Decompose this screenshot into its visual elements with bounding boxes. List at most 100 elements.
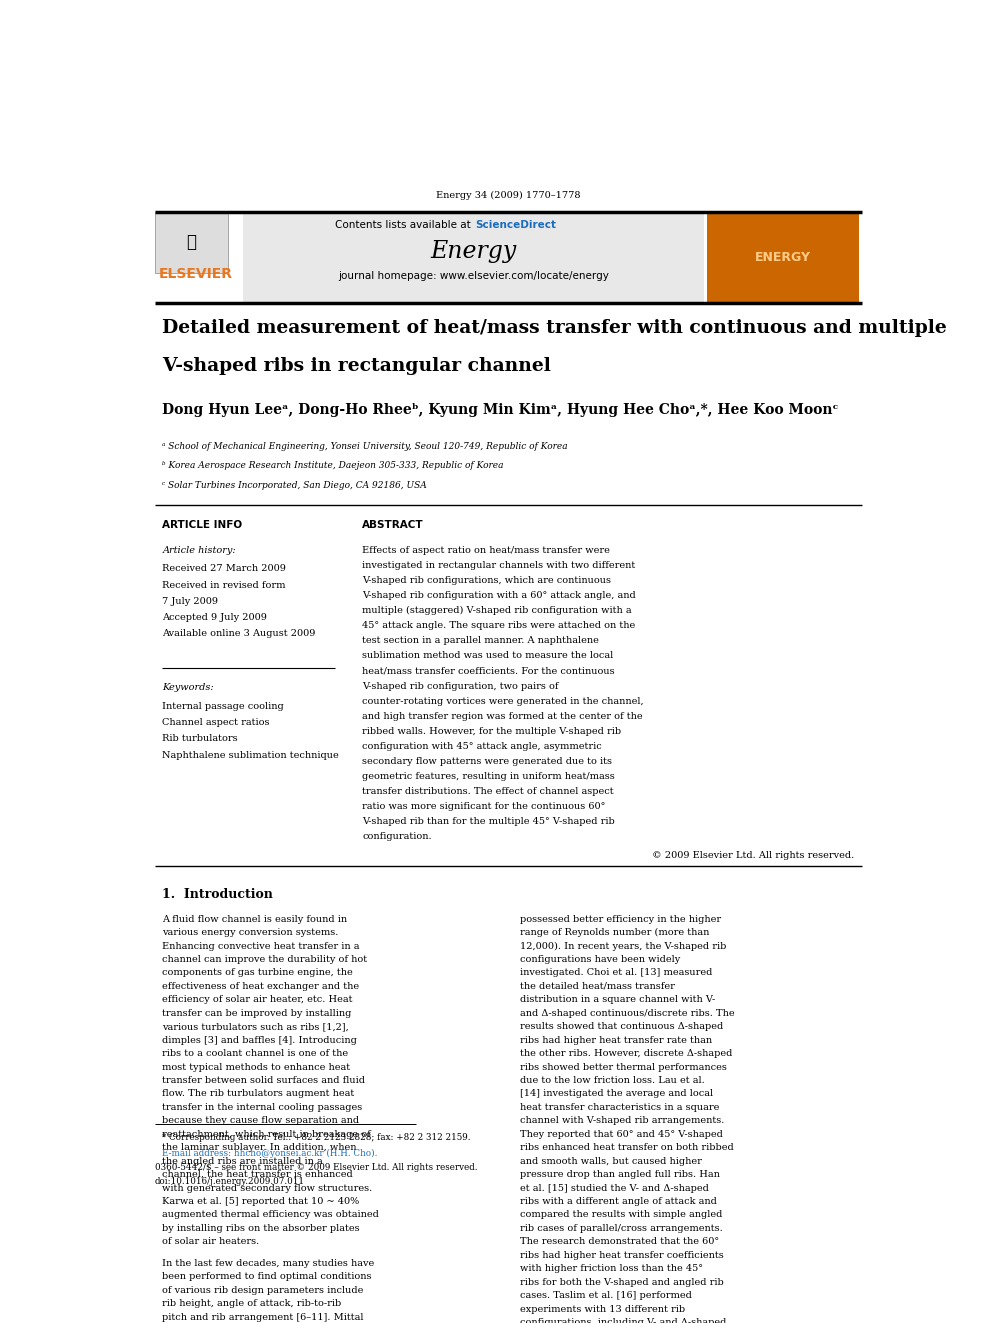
Text: Article history:: Article history: xyxy=(163,546,236,554)
Text: dimples [3] and baffles [4]. Introducing: dimples [3] and baffles [4]. Introducing xyxy=(163,1036,357,1045)
Text: various turbulators such as ribs [1,2],: various turbulators such as ribs [1,2], xyxy=(163,1023,349,1031)
Text: and high transfer region was formed at the center of the: and high transfer region was formed at t… xyxy=(362,712,643,721)
Text: and Δ-shaped continuous/discrete ribs. The: and Δ-shaped continuous/discrete ribs. T… xyxy=(520,1008,734,1017)
Text: ratio was more significant for the continuous 60°: ratio was more significant for the conti… xyxy=(362,802,606,811)
Text: due to the low friction loss. Lau et al.: due to the low friction loss. Lau et al. xyxy=(520,1076,704,1085)
Text: channel can improve the durability of hot: channel can improve the durability of ho… xyxy=(163,955,368,964)
Text: with generated secondary flow structures.: with generated secondary flow structures… xyxy=(163,1184,373,1192)
Text: transfer can be improved by installing: transfer can be improved by installing xyxy=(163,1008,352,1017)
Text: ribs had higher heat transfer coefficients: ribs had higher heat transfer coefficien… xyxy=(520,1250,724,1259)
Text: The research demonstrated that the 60°: The research demonstrated that the 60° xyxy=(520,1237,719,1246)
Text: 0360-5442/$ – see front matter © 2009 Elsevier Ltd. All rights reserved.: 0360-5442/$ – see front matter © 2009 El… xyxy=(155,1163,477,1172)
Text: Energy 34 (2009) 1770–1778: Energy 34 (2009) 1770–1778 xyxy=(436,192,580,201)
Text: most typical methods to enhance heat: most typical methods to enhance heat xyxy=(163,1062,350,1072)
Text: A fluid flow channel is easily found in: A fluid flow channel is easily found in xyxy=(163,914,347,923)
Text: multiple (staggered) V-shaped rib configuration with a: multiple (staggered) V-shaped rib config… xyxy=(362,606,632,615)
Text: ᵇ Korea Aerospace Research Institute, Daejeon 305-333, Republic of Korea: ᵇ Korea Aerospace Research Institute, Da… xyxy=(163,462,504,470)
Text: configurations, including V- and Δ-shaped: configurations, including V- and Δ-shape… xyxy=(520,1318,726,1323)
Text: Naphthalene sublimation technique: Naphthalene sublimation technique xyxy=(163,750,339,759)
Text: Dong Hyun Leeᵃ, Dong-Ho Rheeᵇ, Kyung Min Kimᵃ, Hyung Hee Choᵃ,*, Hee Koo Moonᶜ: Dong Hyun Leeᵃ, Dong-Ho Rheeᵇ, Kyung Min… xyxy=(163,404,839,417)
Text: rib height, angle of attack, rib-to-rib: rib height, angle of attack, rib-to-rib xyxy=(163,1299,341,1308)
Text: et al. [15] studied the V- and Δ-shaped: et al. [15] studied the V- and Δ-shaped xyxy=(520,1184,709,1192)
Text: Contents lists available at: Contents lists available at xyxy=(335,220,474,230)
Text: journal homepage: www.elsevier.com/locate/energy: journal homepage: www.elsevier.com/locat… xyxy=(338,271,609,280)
Text: transfer in the internal cooling passages: transfer in the internal cooling passage… xyxy=(163,1103,363,1111)
Text: the laminar sublayer. In addition, when: the laminar sublayer. In addition, when xyxy=(163,1143,357,1152)
Text: heat transfer characteristics in a square: heat transfer characteristics in a squar… xyxy=(520,1103,719,1111)
Text: ribs with a different angle of attack and: ribs with a different angle of attack an… xyxy=(520,1197,717,1207)
Text: 1.  Introduction: 1. Introduction xyxy=(163,888,274,901)
Text: V-shaped rib configuration with a 60° attack angle, and: V-shaped rib configuration with a 60° at… xyxy=(362,591,636,601)
Text: 45° attack angle. The square ribs were attached on the: 45° attack angle. The square ribs were a… xyxy=(362,622,636,630)
Text: ribs showed better thermal performances: ribs showed better thermal performances xyxy=(520,1062,727,1072)
Text: Available online 3 August 2009: Available online 3 August 2009 xyxy=(163,630,315,639)
Text: efficiency of solar air heater, etc. Heat: efficiency of solar air heater, etc. Hea… xyxy=(163,995,353,1004)
Text: range of Reynolds number (more than: range of Reynolds number (more than xyxy=(520,929,709,937)
Text: effectiveness of heat exchanger and the: effectiveness of heat exchanger and the xyxy=(163,982,359,991)
Text: doi:10.1016/j.energy.2009.07.011: doi:10.1016/j.energy.2009.07.011 xyxy=(155,1177,305,1187)
Text: ribbed walls. However, for the multiple V-shaped rib: ribbed walls. However, for the multiple … xyxy=(362,726,621,736)
Bar xyxy=(155,212,228,273)
Text: cases. Taslim et al. [16] performed: cases. Taslim et al. [16] performed xyxy=(520,1291,691,1301)
Text: ScienceDirect: ScienceDirect xyxy=(475,220,557,230)
Text: augmented thermal efficiency was obtained: augmented thermal efficiency was obtaine… xyxy=(163,1211,379,1220)
Text: ribs enhanced heat transfer on both ribbed: ribs enhanced heat transfer on both ribb… xyxy=(520,1143,734,1152)
Text: channel with V-shaped rib arrangements.: channel with V-shaped rib arrangements. xyxy=(520,1117,724,1126)
Text: investigated in rectangular channels with two different: investigated in rectangular channels wit… xyxy=(362,561,636,570)
Text: © 2009 Elsevier Ltd. All rights reserved.: © 2009 Elsevier Ltd. All rights reserved… xyxy=(652,852,854,860)
Text: of various rib design parameters include: of various rib design parameters include xyxy=(163,1286,364,1295)
Text: V-shaped ribs in rectangular channel: V-shaped ribs in rectangular channel xyxy=(163,357,552,376)
Text: been performed to find optimal conditions: been performed to find optimal condition… xyxy=(163,1273,372,1282)
Text: Accepted 9 July 2009: Accepted 9 July 2009 xyxy=(163,613,267,622)
Text: Detailed measurement of heat/mass transfer with continuous and multiple: Detailed measurement of heat/mass transf… xyxy=(163,319,947,336)
Text: reattachment, which result in breakage of: reattachment, which result in breakage o… xyxy=(163,1130,371,1139)
Text: by installing ribs on the absorber plates: by installing ribs on the absorber plate… xyxy=(163,1224,360,1233)
Text: Channel aspect ratios: Channel aspect ratios xyxy=(163,718,270,728)
Text: 12,000). In recent years, the V-shaped rib: 12,000). In recent years, the V-shaped r… xyxy=(520,942,726,951)
Text: configurations have been widely: configurations have been widely xyxy=(520,955,681,964)
Text: V-shaped rib configuration, two pairs of: V-shaped rib configuration, two pairs of xyxy=(362,681,558,691)
Text: ENERGY: ENERGY xyxy=(755,251,810,265)
Text: They reported that 60° and 45° V-shaped: They reported that 60° and 45° V-shaped xyxy=(520,1130,723,1139)
Text: transfer between solid surfaces and fluid: transfer between solid surfaces and flui… xyxy=(163,1076,365,1085)
Text: heat/mass transfer coefficients. For the continuous: heat/mass transfer coefficients. For the… xyxy=(362,667,615,676)
Text: distribution in a square channel with V-: distribution in a square channel with V- xyxy=(520,995,715,1004)
Text: Keywords:: Keywords: xyxy=(163,684,214,692)
Text: ᵃ School of Mechanical Engineering, Yonsei University, Seoul 120-749, Republic o: ᵃ School of Mechanical Engineering, Yons… xyxy=(163,442,568,451)
Text: with higher friction loss than the 45°: with higher friction loss than the 45° xyxy=(520,1265,703,1273)
Text: [14] investigated the average and local: [14] investigated the average and local xyxy=(520,1089,713,1098)
Text: compared the results with simple angled: compared the results with simple angled xyxy=(520,1211,722,1220)
Text: flow. The rib turbulators augment heat: flow. The rib turbulators augment heat xyxy=(163,1089,355,1098)
Text: * Corresponding author. Tel.: +82 2 2123 2828; fax: +82 2 312 2159.: * Corresponding author. Tel.: +82 2 2123… xyxy=(163,1132,471,1142)
Text: configuration.: configuration. xyxy=(362,832,432,841)
Text: experiments with 13 different rib: experiments with 13 different rib xyxy=(520,1304,685,1314)
Text: Karwa et al. [5] reported that 10 ~ 40%: Karwa et al. [5] reported that 10 ~ 40% xyxy=(163,1197,360,1207)
Text: possessed better efficiency in the higher: possessed better efficiency in the highe… xyxy=(520,914,721,923)
Text: sublimation method was used to measure the local: sublimation method was used to measure t… xyxy=(362,651,614,660)
Bar xyxy=(706,212,859,303)
Text: the angled ribs are installed in a: the angled ribs are installed in a xyxy=(163,1156,323,1166)
Text: ribs had higher heat transfer rate than: ribs had higher heat transfer rate than xyxy=(520,1036,712,1045)
Text: geometric features, resulting in uniform heat/mass: geometric features, resulting in uniform… xyxy=(362,773,615,781)
Text: Received in revised form: Received in revised form xyxy=(163,581,286,590)
Text: components of gas turbine engine, the: components of gas turbine engine, the xyxy=(163,968,353,978)
Text: 7 July 2009: 7 July 2009 xyxy=(163,597,218,606)
Text: Internal passage cooling: Internal passage cooling xyxy=(163,701,284,710)
Text: pressure drop than angled full ribs. Han: pressure drop than angled full ribs. Han xyxy=(520,1170,720,1179)
Text: In the last few decades, many studies have: In the last few decades, many studies ha… xyxy=(163,1259,375,1267)
Text: secondary flow patterns were generated due to its: secondary flow patterns were generated d… xyxy=(362,757,612,766)
Text: Rib turbulators: Rib turbulators xyxy=(163,734,238,744)
Bar xyxy=(243,212,704,303)
Text: counter-rotating vortices were generated in the channel,: counter-rotating vortices were generated… xyxy=(362,697,644,705)
Text: Energy: Energy xyxy=(431,241,517,263)
Text: transfer distributions. The effect of channel aspect: transfer distributions. The effect of ch… xyxy=(362,787,614,796)
Text: the detailed heat/mass transfer: the detailed heat/mass transfer xyxy=(520,982,675,991)
Text: rib cases of parallel/cross arrangements.: rib cases of parallel/cross arrangements… xyxy=(520,1224,723,1233)
Text: ARTICLE INFO: ARTICLE INFO xyxy=(163,520,243,531)
Text: of solar air heaters.: of solar air heaters. xyxy=(163,1237,260,1246)
Text: ᶜ Solar Turbines Incorporated, San Diego, CA 92186, USA: ᶜ Solar Turbines Incorporated, San Diego… xyxy=(163,480,428,490)
Text: test section in a parallel manner. A naphthalene: test section in a parallel manner. A nap… xyxy=(362,636,599,646)
Text: Received 27 March 2009: Received 27 March 2009 xyxy=(163,564,287,573)
Text: Effects of aspect ratio on heat/mass transfer were: Effects of aspect ratio on heat/mass tra… xyxy=(362,546,610,554)
Text: and smooth walls, but caused higher: and smooth walls, but caused higher xyxy=(520,1156,701,1166)
